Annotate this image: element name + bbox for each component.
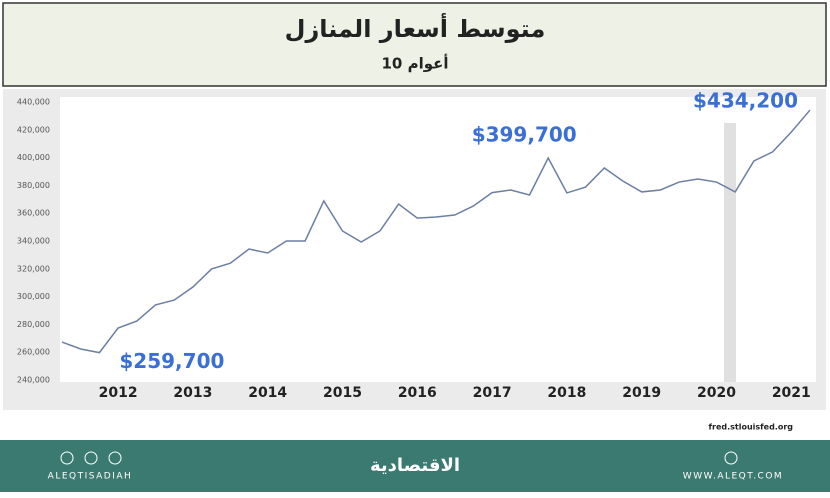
social-icons [60,451,738,465]
y-tick-label: 240,000 [17,376,50,385]
recession-shade [724,123,736,382]
y-tick-label: 380,000 [17,181,50,190]
y-tick-label: 360,000 [17,209,50,218]
source: fred.stlouisfed.org [709,423,794,432]
header-box [2,2,827,87]
data-label: $434,200 [693,89,798,113]
x-tick-label: 2019 [622,385,661,401]
y-tick-label: 260,000 [17,348,50,357]
data-label: $259,700 [119,349,224,373]
footer-left: ALEQTISADIAH [48,472,133,482]
x-tick-label: 2020 [697,385,736,401]
footer-right: WWW.ALEQT.COM [683,472,783,482]
line [61,109,811,354]
y-tick-label: 280,000 [17,320,50,329]
y-tick-label: 320,000 [17,264,50,273]
x-tick-label: 2018 [547,385,586,401]
x-tick-label: 2017 [473,385,512,401]
x-tick-label: 2014 [248,385,287,401]
data-label: $399,700 [472,123,577,147]
plot-area [60,97,816,382]
x-tick-label: 2013 [173,385,212,401]
chart-subtitle: 10 أعوام [381,54,448,73]
x-tick-label: 2021 [772,385,811,401]
x-tick-label: 2012 [99,385,138,401]
y-tick-label: 420,000 [17,125,50,134]
y-tick-label: 440,000 [17,98,50,107]
chart-title: متوسط أسعار المنازل [285,13,546,43]
footer-bar [0,440,830,492]
footer-brand: الاقتصادية [370,455,460,476]
y-tick-label: 340,000 [17,237,50,246]
x-tick-label: 2015 [323,385,362,401]
y-tick-label: 400,000 [17,153,50,162]
x-tick-label: 2016 [398,385,437,401]
y-tick-label: 300,000 [17,292,50,301]
